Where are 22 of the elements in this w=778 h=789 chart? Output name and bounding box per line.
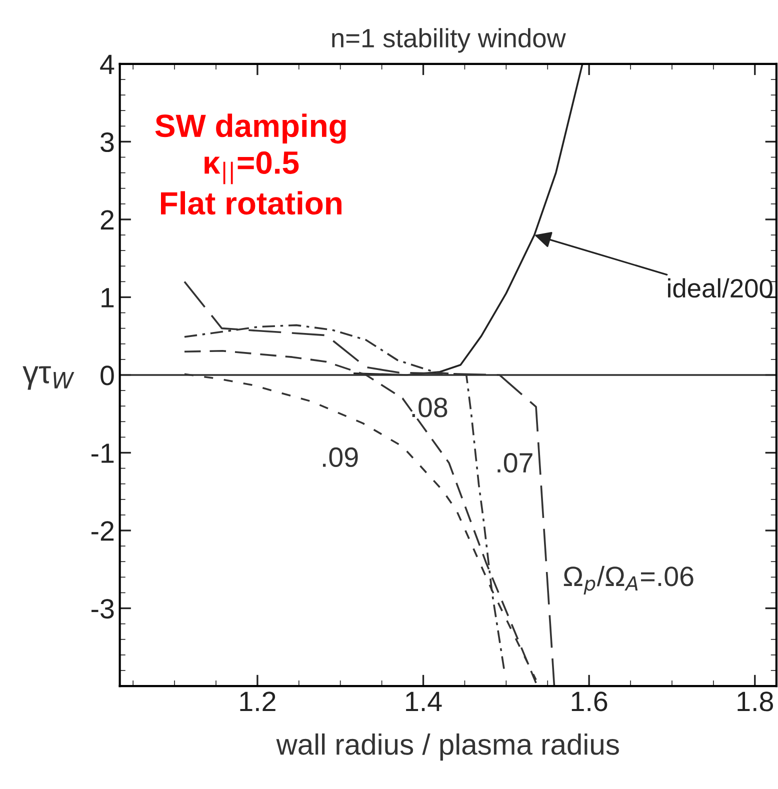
y-tick-label: -1	[91, 444, 114, 463]
y-axis-title: γτ$_{W}$	[22, 366, 74, 390]
x-axis-title: wall radius / plasma radius	[276, 733, 619, 761]
annotation: .09	[323, 447, 358, 468]
y-tick-label: -3	[91, 598, 114, 619]
y-tick-label: 3	[100, 132, 114, 152]
chart-title: n=1 stability window	[332, 28, 566, 53]
x-tick-label: 1.2	[240, 692, 276, 712]
x-tick-label: 1.6	[572, 692, 608, 712]
y-tick-label: 0	[100, 366, 114, 386]
annotation: ideal/200	[668, 278, 772, 298]
y-tick-label: -2	[91, 521, 114, 541]
annotation: SW damping κ$_{||}$=0.5 Flat rotation	[155, 114, 346, 215]
y-tick-label: 2	[100, 210, 114, 230]
y-tick-label: 4	[100, 54, 114, 74]
x-tick-label: 1.8	[738, 692, 773, 712]
y-tick-label: 1	[102, 288, 114, 308]
annotation: Ω$_{p}$/Ω$_{A}$=.06	[564, 566, 694, 595]
annotation: .08	[412, 398, 448, 418]
line-series	[354, 64, 584, 376]
annotation: .07	[498, 452, 532, 473]
x-tick-label: 1.4	[406, 692, 442, 712]
